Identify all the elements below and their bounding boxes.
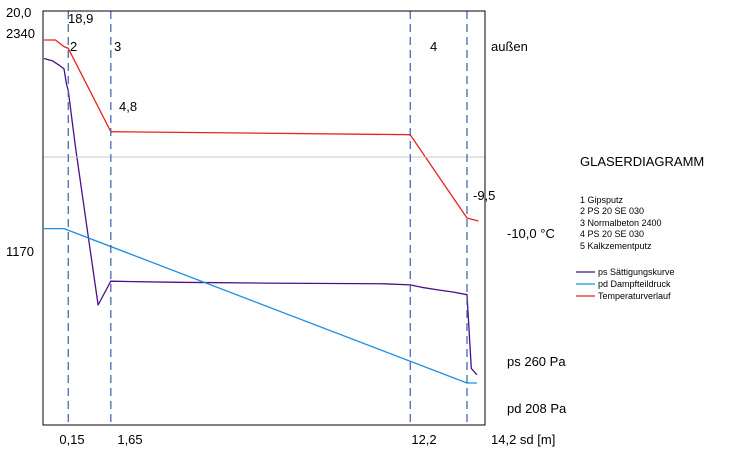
temp-label-boundary-5: -9,5: [473, 188, 495, 203]
legend-label-pd: pd Dampfteildruck: [598, 279, 671, 289]
temperature-line: [44, 39, 479, 222]
layer-list-item: 1 Gipsputz: [580, 195, 624, 205]
pd-end-label: pd 208 Pa: [507, 401, 567, 416]
plot-frame: [42, 10, 486, 426]
layer-number-3: 3: [114, 39, 121, 54]
legend-label-temp: Temperaturverlauf: [598, 291, 671, 301]
temp-start-label: 20,0: [6, 5, 31, 20]
pd-vapor-pressure-line: [44, 227, 477, 384]
temp-label-outside: -10,0 °C: [507, 226, 555, 241]
temp-label-inner-surface: 18,9: [68, 11, 93, 26]
x-tick-label: 12,2: [411, 432, 436, 447]
layer-number-2: 2: [70, 39, 77, 54]
outside-label: außen: [491, 39, 528, 54]
legend-label-ps: ps Sättigungskurve: [598, 267, 675, 277]
pressure-start-label: 2340: [6, 26, 35, 41]
ps-saturation-line: [43, 57, 478, 376]
pressure-mid-label: 1170: [6, 244, 34, 259]
x-tick-label: 0,15: [59, 432, 84, 447]
layer-list-item: 3 Normalbeton 2400: [580, 218, 662, 228]
title: GLASERDIAGRAMM: [580, 154, 704, 169]
x-tick-label: 14,2 sd [m]: [491, 432, 555, 447]
layer-number-4: 4: [430, 39, 437, 54]
ps-end-label: ps 260 Pa: [507, 354, 566, 369]
temp-label-boundary-3: 4,8: [119, 99, 137, 114]
x-tick-label: 1,65: [117, 432, 142, 447]
layer-list-item: 2 PS 20 SE 030: [580, 206, 644, 216]
layer-list-item: 4 PS 20 SE 030: [580, 229, 644, 239]
layer-list-item: 5 Kalkzementputz: [580, 241, 652, 251]
